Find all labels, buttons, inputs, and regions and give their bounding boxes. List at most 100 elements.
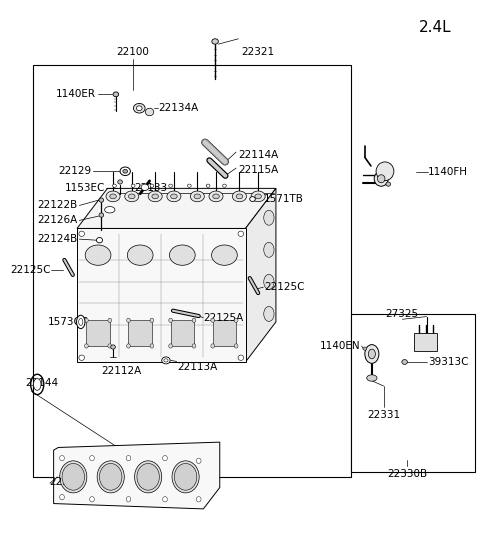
Ellipse shape <box>99 198 104 202</box>
Ellipse shape <box>125 191 139 202</box>
Text: 2.4L: 2.4L <box>419 20 451 35</box>
Ellipse shape <box>223 184 226 187</box>
Ellipse shape <box>188 184 191 187</box>
Ellipse shape <box>238 355 244 360</box>
Text: 39313C: 39313C <box>428 357 468 367</box>
Ellipse shape <box>363 347 367 350</box>
Ellipse shape <box>97 461 124 493</box>
Ellipse shape <box>386 182 391 186</box>
Ellipse shape <box>105 207 115 213</box>
Text: 22115A: 22115A <box>239 165 279 175</box>
Ellipse shape <box>238 231 244 236</box>
Ellipse shape <box>152 194 158 199</box>
Ellipse shape <box>194 194 201 199</box>
Text: 22330B: 22330B <box>387 469 427 479</box>
Ellipse shape <box>111 345 115 349</box>
Text: 22122B: 22122B <box>38 200 78 211</box>
Text: 22311: 22311 <box>49 477 82 487</box>
Ellipse shape <box>133 104 145 113</box>
Ellipse shape <box>402 360 408 365</box>
Text: 1140EN: 1140EN <box>320 341 360 351</box>
Ellipse shape <box>148 191 162 202</box>
Ellipse shape <box>60 461 87 493</box>
Ellipse shape <box>141 184 149 191</box>
Ellipse shape <box>127 318 131 322</box>
Ellipse shape <box>106 191 120 202</box>
Ellipse shape <box>196 497 201 502</box>
Text: 22124B: 22124B <box>38 234 78 244</box>
Ellipse shape <box>374 171 388 186</box>
Ellipse shape <box>190 191 204 202</box>
Text: 1153EC: 1153EC <box>65 183 105 193</box>
Ellipse shape <box>367 375 377 381</box>
Ellipse shape <box>137 463 159 490</box>
Ellipse shape <box>209 191 223 202</box>
Ellipse shape <box>192 344 196 348</box>
Ellipse shape <box>90 497 95 502</box>
Text: 22144: 22144 <box>25 379 59 388</box>
Ellipse shape <box>126 455 131 461</box>
Ellipse shape <box>123 169 128 173</box>
Ellipse shape <box>60 455 64 461</box>
Ellipse shape <box>206 184 210 187</box>
Ellipse shape <box>251 191 265 202</box>
Ellipse shape <box>169 184 172 187</box>
Text: 22112A: 22112A <box>101 366 142 376</box>
Ellipse shape <box>169 245 195 265</box>
Bar <box>414 332 437 351</box>
Ellipse shape <box>264 274 274 289</box>
Ellipse shape <box>213 194 219 199</box>
Ellipse shape <box>126 497 131 502</box>
Ellipse shape <box>164 359 168 362</box>
Text: 22133: 22133 <box>134 183 168 193</box>
Ellipse shape <box>232 191 246 202</box>
Text: 22129: 22129 <box>58 166 91 176</box>
Ellipse shape <box>264 307 274 321</box>
Ellipse shape <box>150 318 154 322</box>
Ellipse shape <box>169 344 172 348</box>
Bar <box>213 320 236 346</box>
Ellipse shape <box>167 191 181 202</box>
Ellipse shape <box>127 344 131 348</box>
Ellipse shape <box>234 344 238 348</box>
Ellipse shape <box>196 458 201 463</box>
Ellipse shape <box>136 106 142 111</box>
Ellipse shape <box>108 344 112 348</box>
Ellipse shape <box>84 318 88 322</box>
Ellipse shape <box>255 194 262 199</box>
Text: 27325: 27325 <box>386 309 419 320</box>
Ellipse shape <box>99 213 104 217</box>
Ellipse shape <box>134 461 162 493</box>
Text: 22126A: 22126A <box>38 215 78 226</box>
Ellipse shape <box>79 318 83 325</box>
Text: 22114A: 22114A <box>239 150 279 160</box>
Ellipse shape <box>62 463 84 490</box>
Text: 22113A: 22113A <box>178 362 218 372</box>
Ellipse shape <box>264 242 274 257</box>
Ellipse shape <box>118 180 122 184</box>
Polygon shape <box>77 188 276 228</box>
Ellipse shape <box>110 194 116 199</box>
Ellipse shape <box>132 184 135 187</box>
Bar <box>170 320 194 346</box>
Text: 22321: 22321 <box>241 47 274 57</box>
Text: 22134A: 22134A <box>158 103 198 113</box>
Ellipse shape <box>108 318 112 322</box>
Polygon shape <box>54 442 220 509</box>
Ellipse shape <box>250 197 255 201</box>
Ellipse shape <box>145 108 154 115</box>
Ellipse shape <box>79 231 84 236</box>
Ellipse shape <box>113 184 116 187</box>
Ellipse shape <box>96 237 103 243</box>
Ellipse shape <box>163 497 168 502</box>
Ellipse shape <box>365 345 379 364</box>
Ellipse shape <box>150 184 154 187</box>
Text: 1140FH: 1140FH <box>428 168 468 177</box>
Ellipse shape <box>376 162 394 180</box>
Ellipse shape <box>211 344 215 348</box>
Text: 22100: 22100 <box>117 47 150 57</box>
Bar <box>33 66 351 477</box>
Ellipse shape <box>90 455 95 461</box>
Bar <box>351 314 475 471</box>
Ellipse shape <box>170 194 177 199</box>
